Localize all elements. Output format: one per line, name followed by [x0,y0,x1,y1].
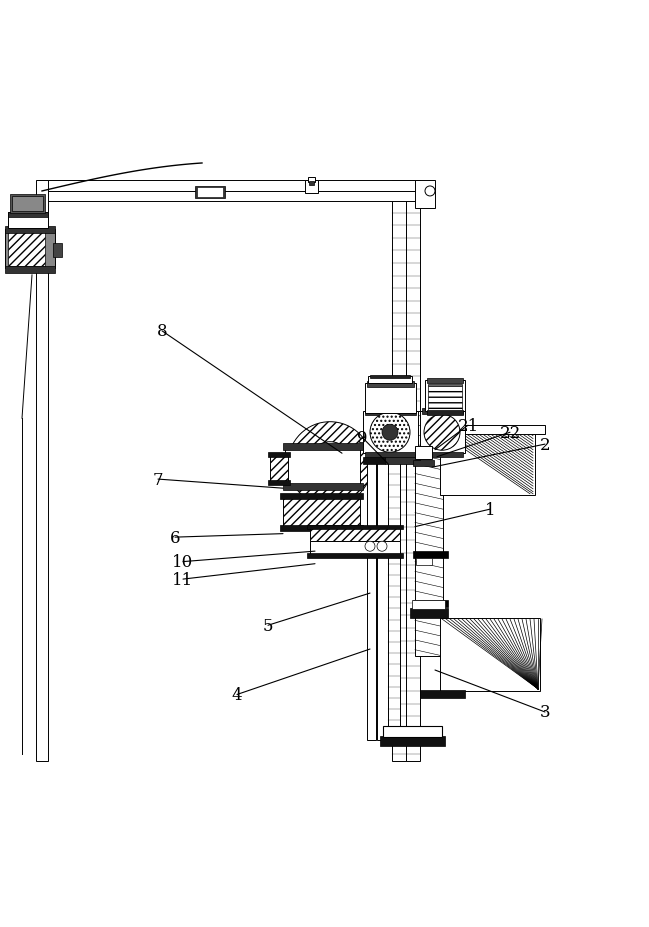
Bar [12,197,43,212]
Bar [415,182,435,210]
Text: 3: 3 [540,704,550,720]
Bar [432,425,545,434]
Bar [440,618,540,692]
Bar [443,427,453,433]
Circle shape [425,186,435,197]
Bar [363,412,418,453]
Bar [416,558,432,565]
Bar [413,601,448,607]
Bar [410,609,448,618]
Bar [53,244,62,258]
Bar [197,188,223,197]
Bar [280,526,363,531]
Bar [440,433,535,496]
Bar [413,552,448,558]
Bar [412,601,445,610]
Bar [307,553,403,558]
Bar [310,527,400,541]
Bar [309,182,314,186]
Text: 22: 22 [499,425,520,441]
Bar [308,178,315,183]
Text: 21: 21 [458,417,478,434]
Bar [415,412,443,656]
Bar [420,412,465,453]
Bar [377,412,388,740]
Bar [367,412,376,740]
Bar [8,233,45,266]
Circle shape [370,413,410,452]
Bar [427,411,463,416]
Bar [280,493,363,499]
Bar [367,382,414,387]
Bar [385,457,420,464]
Bar [422,452,463,458]
Bar [5,227,55,234]
Text: 6: 6 [170,529,180,546]
Bar [422,408,463,414]
Text: 10: 10 [173,553,193,570]
Bar [425,380,465,412]
Bar [268,452,290,457]
Text: 1: 1 [485,502,495,518]
Text: 11: 11 [173,571,193,588]
Bar [388,412,400,740]
Bar [392,182,406,761]
Bar [36,182,48,761]
Bar [363,457,385,464]
Bar [195,187,225,198]
Bar [8,212,48,229]
Bar [368,377,412,384]
Bar [427,378,463,384]
Bar [268,480,290,486]
Circle shape [424,414,460,451]
Circle shape [365,541,375,552]
Bar [370,375,410,379]
Bar [305,182,318,194]
Circle shape [288,422,372,506]
Bar [283,496,360,527]
Text: 5: 5 [263,617,273,634]
Bar [5,267,55,274]
Bar [416,607,432,613]
Bar [420,690,465,698]
Bar [40,192,420,202]
Bar [380,737,445,745]
Bar [365,408,416,415]
Text: 7: 7 [153,471,164,488]
Circle shape [377,541,387,552]
Bar [270,453,288,482]
Bar [307,525,403,529]
Bar [8,212,48,218]
Bar [428,385,462,411]
Bar [406,182,420,761]
Circle shape [382,425,398,440]
Bar [5,230,55,269]
Text: 9: 9 [357,429,367,446]
Bar [285,447,360,485]
Text: 8: 8 [156,323,167,340]
Bar [283,484,363,490]
Bar [365,452,416,459]
Bar [310,541,400,555]
Text: 2: 2 [540,436,550,453]
Bar [383,726,442,737]
Bar [40,182,420,192]
Bar [10,196,45,213]
Circle shape [308,442,352,486]
Bar [415,447,432,459]
Bar [283,443,363,451]
Text: 4: 4 [232,686,242,704]
Bar [365,384,416,413]
Bar [320,457,340,471]
Bar [413,461,434,466]
